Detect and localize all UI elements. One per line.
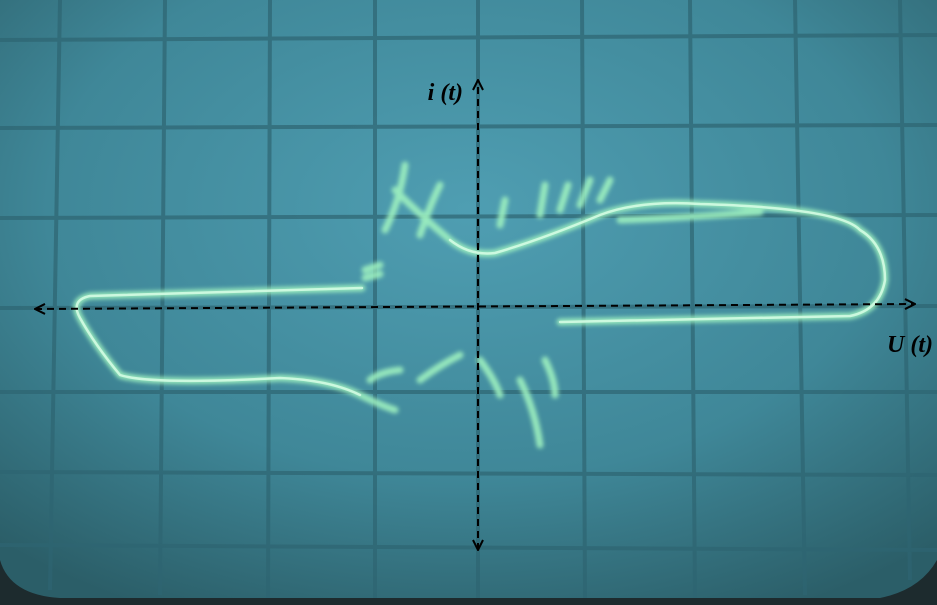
trace — [73, 161, 889, 449]
current-axis-label: i (t) — [428, 80, 463, 106]
voltage-axis — [35, 304, 915, 309]
voltage-axis-label: U (t) — [887, 332, 933, 358]
axes — [35, 80, 915, 550]
